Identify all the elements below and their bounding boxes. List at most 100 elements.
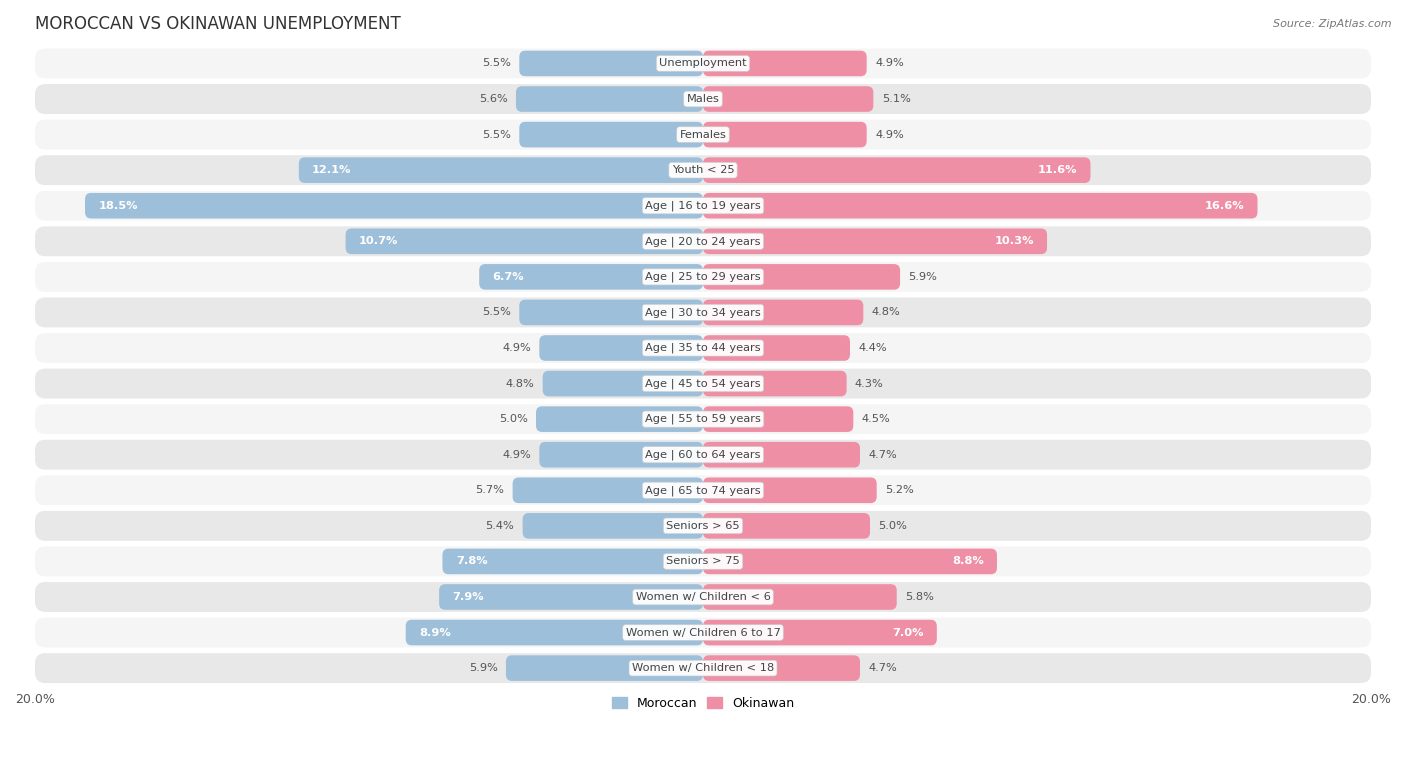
Text: MOROCCAN VS OKINAWAN UNEMPLOYMENT: MOROCCAN VS OKINAWAN UNEMPLOYMENT <box>35 15 401 33</box>
FancyBboxPatch shape <box>703 478 877 503</box>
FancyBboxPatch shape <box>703 193 1257 219</box>
Text: 4.7%: 4.7% <box>869 663 897 673</box>
Text: 5.9%: 5.9% <box>468 663 498 673</box>
Text: 5.7%: 5.7% <box>475 485 505 495</box>
Text: 5.5%: 5.5% <box>482 307 510 317</box>
FancyBboxPatch shape <box>35 547 1371 576</box>
FancyBboxPatch shape <box>35 333 1371 363</box>
FancyBboxPatch shape <box>35 440 1371 469</box>
FancyBboxPatch shape <box>35 155 1371 185</box>
FancyBboxPatch shape <box>299 157 703 183</box>
Text: 5.6%: 5.6% <box>479 94 508 104</box>
Text: Women w/ Children < 6: Women w/ Children < 6 <box>636 592 770 602</box>
Text: 4.7%: 4.7% <box>869 450 897 459</box>
FancyBboxPatch shape <box>479 264 703 290</box>
Text: Unemployment: Unemployment <box>659 58 747 68</box>
FancyBboxPatch shape <box>35 475 1371 505</box>
Text: Youth < 25: Youth < 25 <box>672 165 734 175</box>
Text: 7.9%: 7.9% <box>453 592 484 602</box>
FancyBboxPatch shape <box>35 84 1371 114</box>
Text: Women w/ Children < 18: Women w/ Children < 18 <box>631 663 775 673</box>
FancyBboxPatch shape <box>703 300 863 326</box>
FancyBboxPatch shape <box>406 620 703 646</box>
Text: 4.5%: 4.5% <box>862 414 890 424</box>
FancyBboxPatch shape <box>35 369 1371 398</box>
Legend: Moroccan, Okinawan: Moroccan, Okinawan <box>606 692 800 715</box>
Text: Males: Males <box>686 94 720 104</box>
FancyBboxPatch shape <box>703 442 860 468</box>
Text: 11.6%: 11.6% <box>1038 165 1077 175</box>
FancyBboxPatch shape <box>540 335 703 361</box>
FancyBboxPatch shape <box>439 584 703 610</box>
FancyBboxPatch shape <box>703 513 870 539</box>
FancyBboxPatch shape <box>536 407 703 432</box>
Text: 4.9%: 4.9% <box>502 450 531 459</box>
FancyBboxPatch shape <box>703 51 866 76</box>
FancyBboxPatch shape <box>346 229 703 254</box>
Text: Source: ZipAtlas.com: Source: ZipAtlas.com <box>1274 19 1392 29</box>
FancyBboxPatch shape <box>703 264 900 290</box>
Text: 4.9%: 4.9% <box>875 129 904 139</box>
Text: Age | 60 to 64 years: Age | 60 to 64 years <box>645 450 761 460</box>
Text: 16.6%: 16.6% <box>1205 201 1244 210</box>
FancyBboxPatch shape <box>443 549 703 575</box>
FancyBboxPatch shape <box>703 86 873 112</box>
FancyBboxPatch shape <box>703 122 866 148</box>
Text: Seniors > 65: Seniors > 65 <box>666 521 740 531</box>
Text: 5.8%: 5.8% <box>905 592 934 602</box>
Text: 10.7%: 10.7% <box>359 236 398 246</box>
Text: 10.3%: 10.3% <box>994 236 1033 246</box>
FancyBboxPatch shape <box>703 229 1047 254</box>
FancyBboxPatch shape <box>35 582 1371 612</box>
Text: Age | 20 to 24 years: Age | 20 to 24 years <box>645 236 761 247</box>
FancyBboxPatch shape <box>516 86 703 112</box>
FancyBboxPatch shape <box>35 262 1371 291</box>
Text: 4.4%: 4.4% <box>858 343 887 353</box>
Text: 5.4%: 5.4% <box>485 521 515 531</box>
Text: 7.8%: 7.8% <box>456 556 488 566</box>
Text: 4.8%: 4.8% <box>872 307 900 317</box>
FancyBboxPatch shape <box>703 656 860 681</box>
Text: 5.1%: 5.1% <box>882 94 911 104</box>
Text: 5.0%: 5.0% <box>879 521 907 531</box>
FancyBboxPatch shape <box>35 653 1371 683</box>
FancyBboxPatch shape <box>703 584 897 610</box>
Text: 7.0%: 7.0% <box>891 628 924 637</box>
Text: 18.5%: 18.5% <box>98 201 138 210</box>
Text: 6.7%: 6.7% <box>492 272 524 282</box>
FancyBboxPatch shape <box>703 549 997 575</box>
Text: 4.8%: 4.8% <box>506 378 534 388</box>
Text: Age | 65 to 74 years: Age | 65 to 74 years <box>645 485 761 496</box>
FancyBboxPatch shape <box>703 157 1091 183</box>
FancyBboxPatch shape <box>523 513 703 539</box>
FancyBboxPatch shape <box>703 335 851 361</box>
FancyBboxPatch shape <box>519 300 703 326</box>
Text: Females: Females <box>679 129 727 139</box>
Text: 5.0%: 5.0% <box>499 414 527 424</box>
Text: 4.9%: 4.9% <box>875 58 904 68</box>
FancyBboxPatch shape <box>703 620 936 646</box>
FancyBboxPatch shape <box>35 298 1371 327</box>
Text: Age | 25 to 29 years: Age | 25 to 29 years <box>645 272 761 282</box>
FancyBboxPatch shape <box>506 656 703 681</box>
FancyBboxPatch shape <box>540 442 703 468</box>
FancyBboxPatch shape <box>703 371 846 397</box>
Text: 8.8%: 8.8% <box>952 556 984 566</box>
FancyBboxPatch shape <box>519 51 703 76</box>
Text: Seniors > 75: Seniors > 75 <box>666 556 740 566</box>
Text: Age | 16 to 19 years: Age | 16 to 19 years <box>645 201 761 211</box>
FancyBboxPatch shape <box>35 191 1371 221</box>
FancyBboxPatch shape <box>35 404 1371 434</box>
FancyBboxPatch shape <box>519 122 703 148</box>
Text: 5.5%: 5.5% <box>482 129 510 139</box>
FancyBboxPatch shape <box>35 48 1371 79</box>
Text: 4.9%: 4.9% <box>502 343 531 353</box>
Text: 4.3%: 4.3% <box>855 378 884 388</box>
Text: 5.2%: 5.2% <box>884 485 914 495</box>
Text: Women w/ Children 6 to 17: Women w/ Children 6 to 17 <box>626 628 780 637</box>
Text: 5.9%: 5.9% <box>908 272 938 282</box>
FancyBboxPatch shape <box>35 120 1371 150</box>
FancyBboxPatch shape <box>35 511 1371 540</box>
FancyBboxPatch shape <box>543 371 703 397</box>
Text: 5.5%: 5.5% <box>482 58 510 68</box>
